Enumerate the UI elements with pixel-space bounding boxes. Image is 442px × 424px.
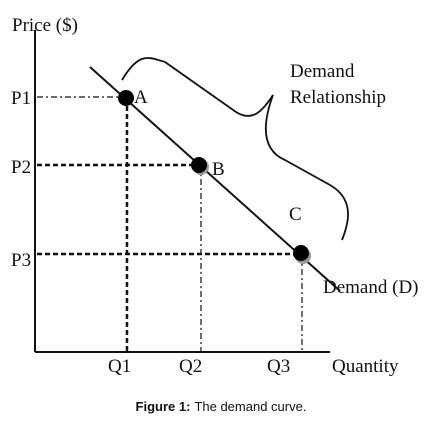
- quantity-label: Q1: [108, 356, 131, 377]
- point: [293, 245, 309, 261]
- point-label: A: [134, 87, 148, 108]
- x-axis-label: Quantity: [332, 356, 399, 377]
- point: [118, 90, 134, 106]
- annotation: Demand: [290, 61, 355, 82]
- annotation: Relationship: [290, 87, 386, 108]
- point-label: B: [212, 159, 225, 180]
- y-axis-label: Price ($): [12, 15, 78, 36]
- price-label: P2: [11, 157, 31, 178]
- price-label: P3: [11, 250, 31, 271]
- caption: Figure 1: The demand curve.: [0, 399, 442, 414]
- caption-label: Figure 1:: [135, 399, 191, 414]
- caption-text: The demand curve.: [194, 399, 307, 414]
- price-label: P1: [11, 88, 31, 109]
- quantity-label: Q2: [179, 356, 202, 377]
- point-label: C: [289, 204, 302, 225]
- brace: [121, 57, 349, 241]
- curve-label: Demand (D): [323, 277, 419, 298]
- quantity-label: Q3: [267, 356, 290, 377]
- diagram: Price ($) Quantity A B C P1 P2 P3 Q1 Q2 …: [11, 15, 419, 377]
- point: [191, 157, 207, 173]
